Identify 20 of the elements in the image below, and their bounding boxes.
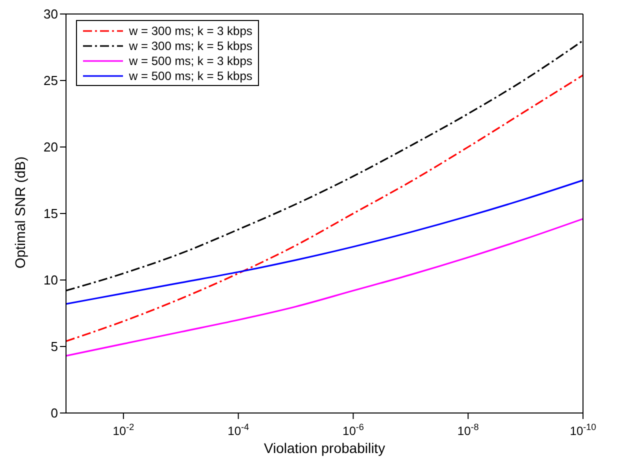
legend-label: w = 500 ms; k = 5 kbps: [129, 68, 252, 82]
line-series: [66, 179, 583, 305]
x-tick-label: 10$^{-6}$: [342, 422, 364, 438]
legend-label: w = 300 ms; k = 3 kbps: [129, 24, 252, 38]
y-tick-label: 25: [44, 73, 58, 88]
y-tick-label: 5: [50, 339, 58, 354]
legend-label: w = 300 ms; k = 5 kbps: [129, 38, 252, 52]
x-tick-label: 10$^{-2}$: [112, 422, 134, 438]
y-tick-label: 0: [50, 406, 58, 421]
x-tick-label: 10$^{-10}$: [570, 422, 596, 438]
y-tick-label: 10: [44, 272, 58, 288]
line-series: [66, 218, 583, 357]
x-tick-label: 10$^{-4}$: [228, 422, 250, 438]
y-tick-label: 30: [44, 6, 58, 22]
legend-label: w = 500 ms; k = 3 kbps: [129, 54, 252, 68]
y-tick-label: 20: [44, 140, 58, 155]
y-axis-title: Optimal SNR (dB): [12, 156, 28, 268]
y-tick-label: 15: [44, 206, 58, 222]
x-tick-label: 10$^{-8}$: [457, 422, 479, 438]
x-axis-title: Violation probability: [264, 440, 386, 456]
